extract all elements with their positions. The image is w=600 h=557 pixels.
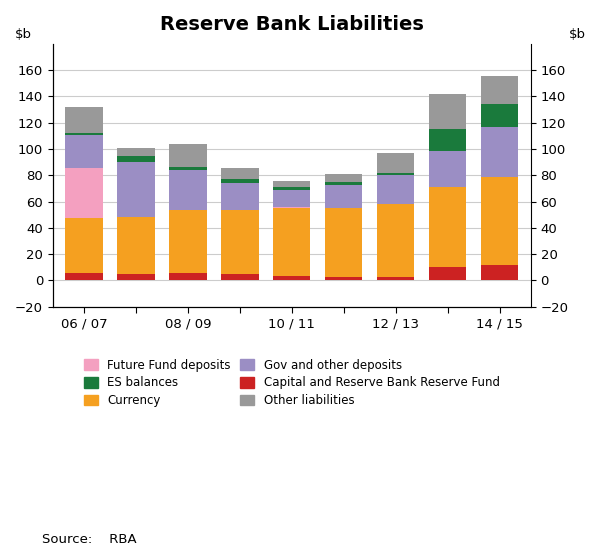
Bar [325, 182, 362, 184]
Bar [65, 218, 103, 273]
Bar [169, 209, 206, 210]
Bar [169, 273, 206, 281]
Bar [481, 177, 518, 265]
Bar [169, 144, 206, 167]
Bar [117, 148, 155, 155]
Bar [481, 126, 518, 177]
Title: Reserve Bank Liabilities: Reserve Bank Liabilities [160, 15, 424, 34]
Bar [117, 162, 155, 217]
Bar [377, 276, 415, 281]
Bar [429, 129, 466, 151]
Bar [481, 265, 518, 281]
Bar [117, 155, 155, 162]
Bar [221, 183, 259, 209]
Bar [273, 207, 310, 208]
Bar [169, 210, 206, 273]
Bar [273, 187, 310, 190]
Bar [325, 208, 362, 276]
Bar [325, 276, 362, 281]
Bar [65, 168, 103, 218]
Bar [169, 167, 206, 170]
Bar [65, 135, 103, 168]
Bar [117, 217, 155, 274]
Text: $b: $b [14, 28, 31, 41]
Text: Source:    RBA: Source: RBA [42, 533, 137, 546]
Bar [429, 187, 466, 267]
Bar [117, 274, 155, 281]
Bar [221, 209, 259, 274]
Bar [377, 173, 415, 175]
Bar [481, 104, 518, 126]
Bar [273, 208, 310, 276]
Bar [221, 168, 259, 179]
Bar [273, 181, 310, 187]
Bar [429, 267, 466, 281]
Bar [221, 179, 259, 183]
Bar [273, 190, 310, 207]
Bar [169, 170, 206, 209]
Bar [325, 184, 362, 208]
Bar [65, 133, 103, 135]
Bar [65, 273, 103, 281]
Bar [429, 151, 466, 187]
Bar [377, 204, 415, 276]
Bar [377, 175, 415, 204]
Bar [377, 153, 415, 173]
Bar [221, 274, 259, 281]
Text: $b: $b [569, 28, 586, 41]
Bar [481, 76, 518, 104]
Legend: Future Fund deposits, ES balances, Currency, Gov and other deposits, Capital and: Future Fund deposits, ES balances, Curre… [83, 359, 500, 407]
Bar [273, 276, 310, 281]
Bar [429, 95, 466, 129]
Bar [65, 107, 103, 133]
Bar [325, 174, 362, 182]
